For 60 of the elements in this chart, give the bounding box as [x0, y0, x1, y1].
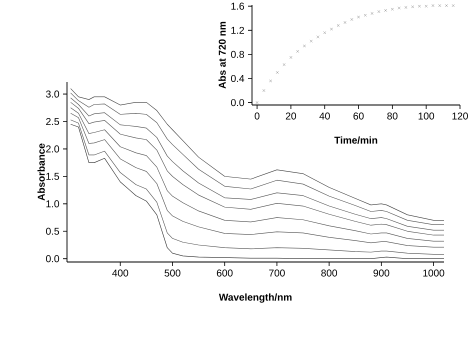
- x-tick-label: 1000: [423, 270, 444, 277]
- point: [282, 63, 286, 66]
- x-tick-label: 500: [164, 270, 180, 277]
- y-tick-label: 2.0: [46, 145, 60, 152]
- point: [445, 4, 448, 8]
- y-tick-label: 0.0: [46, 255, 60, 262]
- y-axis-title: Abs at 720 nm: [218, 22, 226, 89]
- x-tick-label: 40: [319, 112, 330, 120]
- point: [350, 18, 354, 21]
- y-tick-label: 0.4: [231, 74, 244, 82]
- point: [390, 8, 394, 11]
- x-axis-title: Time/min: [334, 136, 378, 144]
- point: [418, 4, 421, 8]
- y-axis-title: Absorbance: [37, 144, 45, 201]
- y-tick-label: 2.5: [46, 118, 60, 126]
- x-tick-label: 60: [354, 112, 364, 120]
- point: [310, 40, 313, 43]
- y-tick-label: 0.0: [231, 99, 244, 106]
- y-tick-label: 0.5: [46, 228, 60, 235]
- y-tick-label: 0.8: [231, 50, 244, 58]
- point: [424, 4, 428, 8]
- x-tick-label: 20: [286, 112, 296, 120]
- point: [289, 56, 292, 59]
- point: [384, 8, 388, 12]
- point: [452, 4, 455, 8]
- point: [256, 101, 259, 104]
- point: [269, 79, 272, 82]
- point: [377, 10, 380, 14]
- point: [404, 6, 408, 9]
- point: [262, 89, 266, 92]
- point: [357, 16, 360, 19]
- point: [302, 44, 306, 48]
- point: [370, 12, 374, 15]
- point: [438, 4, 442, 8]
- point: [330, 28, 333, 31]
- point: [344, 21, 346, 24]
- x-tick-label: 400: [112, 270, 128, 277]
- point: [336, 24, 340, 27]
- x-tick-label: 700: [269, 270, 285, 277]
- point: [276, 71, 279, 74]
- y-tick-label: 1.5: [46, 172, 60, 180]
- point: [296, 50, 300, 53]
- point: [398, 6, 401, 10]
- x-tick-label: 600: [216, 270, 233, 277]
- y-tick-label: 1.6: [231, 2, 244, 10]
- x-tick-label: 120: [452, 112, 468, 120]
- x-axis-title: Wavelength/nm: [218, 293, 292, 303]
- x-tick-label: 80: [387, 112, 398, 120]
- point: [316, 35, 320, 38]
- x-tick-label: 0: [254, 112, 260, 120]
- point: [364, 14, 367, 17]
- point: [411, 5, 414, 8]
- x-tick-label: 900: [374, 270, 390, 277]
- x-tick-label: 100: [418, 112, 434, 120]
- y-tick-label: 1.0: [46, 200, 60, 208]
- x-tick-label: 800: [321, 270, 338, 277]
- y-tick-label: 1.2: [231, 26, 244, 34]
- y-tick-label: 3.0: [46, 90, 60, 98]
- point: [431, 4, 434, 8]
- point: [323, 31, 326, 34]
